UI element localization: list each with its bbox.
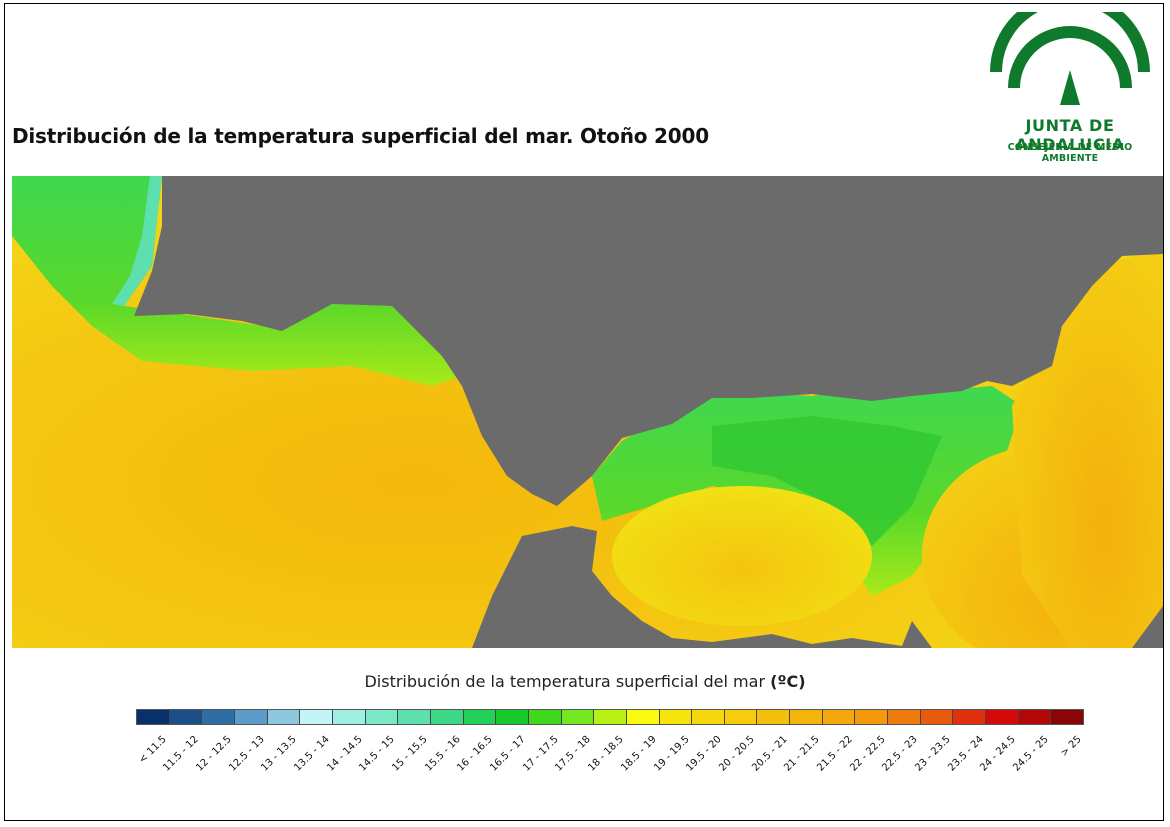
legend-tick-label: 15 - 15.5 xyxy=(390,734,430,774)
legend-swatch xyxy=(496,710,529,724)
legend-swatch xyxy=(594,710,627,724)
legend-swatch xyxy=(365,710,399,724)
legend-swatch xyxy=(888,710,921,724)
land-iberia xyxy=(134,176,1163,506)
legend-swatch xyxy=(137,710,170,724)
legend-swatch xyxy=(430,710,464,724)
legend-tick-label: > 25 xyxy=(1058,734,1084,759)
atlantic-cold-coastal-strip xyxy=(112,176,162,306)
legend-swatch xyxy=(202,710,235,724)
legend-unit: (ºC) xyxy=(770,672,806,691)
legend-swatch xyxy=(692,710,725,724)
legend-swatch xyxy=(986,710,1019,724)
legend-tick-label: 16.5 - 17 xyxy=(488,734,528,774)
figure-frame xyxy=(4,3,1164,821)
legend-tick-label: < 11.5 xyxy=(136,734,169,766)
legend-swatch xyxy=(332,710,366,724)
legend-swatch xyxy=(855,710,889,724)
legend-tick-label: 23 - 23.5 xyxy=(913,734,953,774)
legend-swatch xyxy=(398,710,431,724)
alboran-deep-green xyxy=(712,416,942,546)
legend-colorbar xyxy=(136,709,1084,725)
legend-title-text: Distribución de la temperatura superfici… xyxy=(364,672,766,691)
legend-tick-label: 21.5 - 22 xyxy=(815,734,855,774)
junta-de-andalucia-logo: JUNTA DE ANDALUCIA CONSEJERÍA DE MEDIO A… xyxy=(978,0,1162,164)
legend-tick-label: 13.5 - 14 xyxy=(292,734,332,774)
legend-tick-label: 24.5 - 25 xyxy=(1011,734,1051,774)
legend-tick-label: 18.5 - 19 xyxy=(619,734,659,774)
legend-tick-label: 12 - 12.5 xyxy=(194,734,234,774)
legend-swatch xyxy=(300,710,333,724)
atlantic-coastal-band xyxy=(12,176,462,386)
legend-title: Distribución de la temperatura superfici… xyxy=(0,672,1170,691)
legend-swatch xyxy=(169,710,203,724)
legend-swatch xyxy=(659,710,693,724)
page-title: Distribución de la temperatura superfici… xyxy=(12,124,709,148)
legend-tick-labels: < 11.5 11.5 - 12 12 - 12.5 12.5 - 13 13 - 13… xyxy=(136,728,1084,808)
land-africa-east xyxy=(1132,606,1163,648)
legend-swatch xyxy=(790,710,823,724)
legend-tick-label: 20 - 20.5 xyxy=(717,734,757,774)
legend-swatch xyxy=(724,710,758,724)
legend-swatch xyxy=(953,710,987,724)
legend-swatch xyxy=(234,710,268,724)
legend-swatch xyxy=(463,710,497,724)
legend-swatch xyxy=(757,710,791,724)
logo-department-text: CONSEJERÍA DE MEDIO AMBIENTE xyxy=(1007,142,1133,164)
sea-temperature-map xyxy=(12,176,1163,648)
alboran-warm-gyre xyxy=(612,486,872,626)
legend-swatch xyxy=(626,710,660,724)
legend-swatch xyxy=(920,710,954,724)
land-africa xyxy=(472,526,932,648)
legend-tick-label: 18 - 18.5 xyxy=(586,734,626,774)
legend-swatch xyxy=(561,710,595,724)
legend-swatch xyxy=(267,710,301,724)
legend-swatch xyxy=(822,710,856,724)
logo-emblem-icon xyxy=(990,0,1150,105)
legend-swatch xyxy=(1051,710,1084,724)
legend-swatch xyxy=(528,710,562,724)
logo-brand-text: JUNTA DE ANDALUCIA xyxy=(1015,116,1125,154)
legend-swatch xyxy=(1018,710,1052,724)
